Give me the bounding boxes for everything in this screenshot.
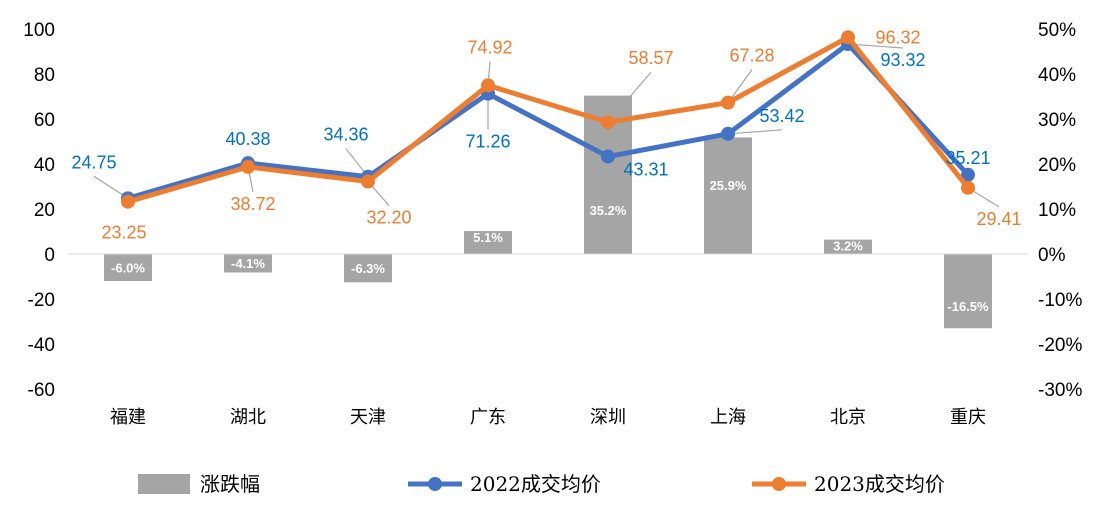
line-data-label: 32.20: [366, 208, 411, 228]
bar-data-label: -4.1%: [231, 256, 265, 271]
bar: [344, 254, 392, 283]
right-y-tick: 40%: [1038, 65, 1076, 86]
line-data-label: 29.41: [976, 209, 1021, 229]
right-y-tick: 30%: [1038, 110, 1076, 131]
left-y-tick: -40: [28, 335, 55, 356]
series-point-2: [601, 115, 615, 130]
legend-swatch-marker: [428, 477, 442, 491]
series-point-2: [841, 30, 855, 45]
left-y-tick: 0: [44, 245, 55, 266]
left-y-tick: -20: [28, 290, 55, 311]
series-point-2: [361, 174, 375, 189]
line-data-label: 40.38: [225, 129, 270, 149]
legend-label: 2022成交均价: [470, 472, 601, 496]
bar: [704, 137, 752, 254]
line-data-label: 23.25: [101, 223, 146, 243]
legend-label: 涨跌幅: [200, 472, 260, 496]
bar-data-label: 5.1%: [473, 230, 503, 245]
right-y-tick: 20%: [1038, 155, 1076, 176]
bar: [824, 239, 872, 254]
x-category-label: 广东: [470, 407, 506, 428]
legend: 涨跌幅 2022成交均价 2023成交均价: [138, 472, 945, 496]
x-category-label: 天津: [350, 407, 386, 428]
series-point-2: [121, 194, 135, 209]
right-y-tick: -30%: [1038, 380, 1082, 401]
bar: [224, 254, 272, 273]
x-category-label: 湖北: [230, 407, 266, 428]
leader-line: [847, 43, 904, 49]
line-data-label: 53.42: [759, 106, 804, 126]
bar-data-label: -6.0%: [111, 261, 145, 276]
bar: [944, 254, 992, 329]
series-point-1: [721, 126, 735, 141]
legend-label: 2023成交均价: [814, 472, 945, 496]
line-data-label: 24.75: [71, 152, 116, 172]
x-category-label: 上海: [710, 407, 746, 428]
bar: [464, 231, 512, 254]
bar: [104, 254, 152, 281]
right-y-tick: -10%: [1038, 290, 1082, 311]
series-point-2: [961, 180, 975, 195]
series-point-2: [721, 95, 735, 110]
bar-data-label: 25.9%: [710, 178, 747, 193]
leader-line: [607, 71, 652, 123]
series-point-2: [481, 78, 495, 93]
axes: -60 -40 -20 0 20 40 60 80 100 -30% -20% -10% 0% 10% 20…: [23, 20, 1082, 428]
line-data-label: 67.28: [729, 46, 774, 66]
left-y-tick: -60: [28, 380, 55, 401]
x-category-label: 福建: [110, 407, 146, 428]
right-y-tick: 50%: [1038, 20, 1076, 41]
series-point-2: [241, 159, 255, 174]
x-category-label: 深圳: [590, 407, 626, 428]
series-line-2: [125, 34, 971, 205]
x-category-label: 重庆: [950, 407, 986, 428]
line-data-label: 34.36: [323, 125, 368, 145]
bar-data-label: 3.2%: [833, 239, 863, 254]
right-y-tick: 10%: [1038, 200, 1076, 221]
bar-series: [104, 95, 992, 329]
data-labels: -6.0% -4.1% -6.3% 5.1% 35.2% 25.9% 3.2% -16.5% 2…: [71, 27, 1021, 314]
line-data-label: 35.21: [945, 148, 990, 168]
bar-data-label: 35.2%: [590, 203, 627, 218]
left-y-tick: 60: [34, 110, 55, 131]
line-data-label: 43.31: [623, 160, 668, 180]
series-line-1: [125, 41, 971, 201]
right-y-tick: -20%: [1038, 335, 1082, 356]
left-y-tick: 40: [34, 155, 55, 176]
bar-data-label: -6.3%: [351, 261, 385, 276]
legend-swatch-bar: [138, 474, 190, 494]
series-point-1: [961, 167, 975, 182]
right-y-tick: 0%: [1038, 245, 1066, 266]
series-point-1: [601, 149, 615, 164]
bar-data-label: -16.5%: [947, 299, 989, 314]
leader-line: [727, 129, 783, 135]
left-y-tick: 20: [34, 200, 55, 221]
line-series: [121, 30, 975, 209]
line-data-label: 58.57: [628, 48, 673, 68]
x-category-label: 北京: [830, 407, 866, 428]
line-data-label: 38.72: [230, 194, 275, 214]
line-data-label: 74.92: [467, 37, 512, 57]
left-y-tick: 100: [23, 20, 55, 41]
line-data-label: 96.32: [875, 27, 920, 47]
left-y-tick: 80: [34, 65, 55, 86]
line-data-label: 93.32: [880, 50, 925, 70]
line-data-label: 71.26: [465, 132, 510, 152]
legend-swatch-marker: [772, 477, 786, 491]
